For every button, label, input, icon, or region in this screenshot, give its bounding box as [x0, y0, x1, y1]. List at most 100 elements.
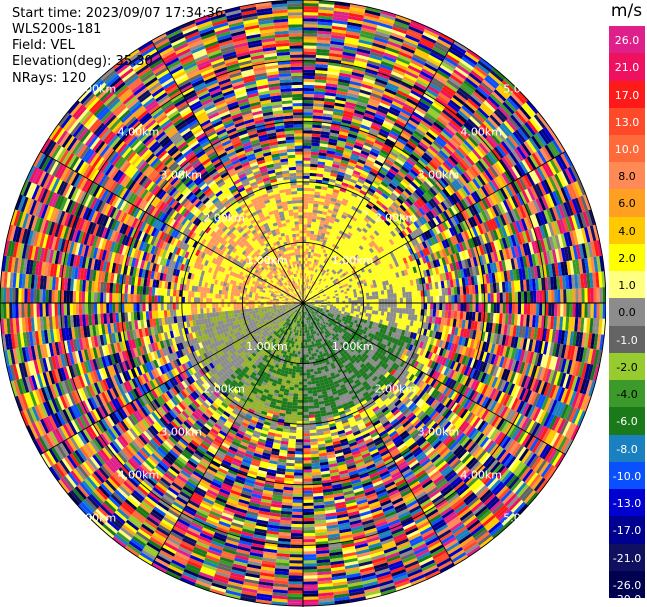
velocity-gate — [359, 293, 364, 297]
velocity-gate — [332, 16, 348, 22]
velocity-gate — [335, 295, 339, 298]
velocity-gate — [583, 194, 592, 211]
velocity-gate — [345, 298, 349, 301]
velocity-gate — [313, 289, 316, 293]
velocity-gate — [443, 106, 456, 117]
velocity-gate — [312, 294, 316, 297]
velocity-gate — [379, 251, 385, 258]
velocity-gate — [322, 239, 327, 244]
velocity-gate — [341, 201, 348, 207]
velocity-gate — [359, 214, 366, 220]
velocity-gate — [304, 272, 307, 276]
velocity-gate — [440, 201, 448, 211]
velocity-gate — [308, 200, 314, 204]
velocity-gate — [485, 220, 493, 232]
velocity-gate — [376, 247, 382, 254]
velocity-gate — [498, 174, 508, 187]
velocity-gate — [331, 261, 336, 266]
velocity-gate — [345, 142, 355, 148]
velocity-gate — [385, 270, 390, 276]
velocity-gate — [489, 114, 502, 127]
velocity-gate — [459, 84, 473, 96]
velocity-gate — [569, 303, 573, 318]
velocity-gate — [527, 201, 535, 215]
velocity-gate — [512, 180, 522, 193]
velocity-gate — [334, 1, 351, 7]
velocity-gate — [384, 117, 396, 125]
velocity-gate — [381, 204, 389, 211]
velocity-gate — [599, 303, 603, 319]
velocity-gate — [398, 271, 403, 278]
velocity-gate — [390, 103, 402, 112]
velocity-gate — [545, 237, 552, 251]
velocity-gate — [329, 298, 334, 301]
velocity-gate — [310, 295, 314, 298]
velocity-gate — [380, 99, 392, 107]
velocity-gate — [492, 130, 504, 143]
velocity-gate — [303, 84, 315, 89]
velocity-gate — [510, 195, 519, 209]
velocity-gate — [324, 95, 336, 100]
velocity-gate — [335, 199, 343, 204]
velocity-gate — [331, 278, 335, 282]
velocity-gate — [428, 210, 436, 219]
velocity-gate — [303, 69, 316, 73]
velocity-gate — [340, 282, 345, 286]
velocity-gate — [313, 200, 320, 205]
velocity-gate — [336, 299, 340, 302]
velocity-gate — [383, 201, 391, 209]
velocity-gate — [380, 290, 385, 295]
velocity-gate — [381, 303, 385, 308]
velocity-gate — [313, 249, 318, 254]
velocity-gate — [524, 267, 529, 280]
velocity-gate — [325, 240, 331, 245]
velocity-gate — [354, 285, 359, 289]
velocity-gate — [450, 97, 464, 108]
velocity-gate — [308, 197, 315, 201]
velocity-gate — [303, 136, 312, 140]
velocity-gate — [326, 77, 339, 82]
velocity-gate — [303, 51, 317, 55]
velocity-gate — [402, 148, 412, 156]
velocity-gate — [548, 236, 555, 251]
velocity-gate — [389, 35, 404, 43]
velocity-gate — [365, 6, 382, 14]
velocity-gate — [314, 228, 319, 232]
velocity-gate — [374, 113, 386, 121]
velocity-gate — [541, 146, 553, 161]
velocity-gate — [533, 168, 544, 182]
velocity-gate — [344, 219, 350, 225]
velocity-gate — [354, 184, 363, 190]
velocity-gate — [303, 263, 306, 267]
velocity-gate — [332, 274, 336, 279]
velocity-gate — [376, 259, 382, 265]
velocity-gate — [434, 72, 449, 82]
velocity-gate — [418, 185, 427, 194]
velocity-gate — [349, 9, 365, 16]
velocity-gate — [426, 309, 431, 317]
velocity-gate — [384, 254, 390, 261]
velocity-gate — [336, 274, 340, 279]
velocity-gate — [377, 171, 386, 179]
velocity-gate — [469, 294, 473, 303]
velocity-gate — [392, 288, 397, 294]
velocity-gate — [322, 270, 327, 274]
velocity-gate — [353, 186, 361, 193]
velocity-gate — [537, 181, 547, 196]
velocity-gate — [318, 201, 325, 206]
velocity-gate — [407, 64, 422, 74]
velocity-gate — [333, 157, 342, 163]
velocity-gate — [366, 176, 375, 183]
velocity-gate — [325, 231, 331, 236]
velocity-gate — [410, 135, 421, 144]
velocity-gate — [327, 262, 332, 267]
velocity-gate — [439, 190, 448, 200]
velocity-gate — [366, 299, 370, 303]
velocity-gate — [312, 206, 319, 211]
velocity-gate — [399, 258, 405, 265]
velocity-gate — [328, 206, 334, 211]
velocity-gate — [415, 199, 424, 208]
velocity-gate — [317, 267, 321, 271]
velocity-gate — [330, 197, 337, 203]
velocity-gate — [327, 290, 332, 294]
